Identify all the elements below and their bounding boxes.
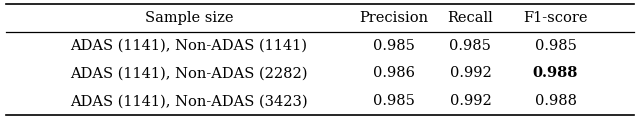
Text: Precision: Precision xyxy=(359,11,428,25)
Text: 0.986: 0.986 xyxy=(372,67,415,80)
Text: 0.985: 0.985 xyxy=(534,39,577,52)
Text: Sample size: Sample size xyxy=(145,11,233,25)
Text: ADAS (1141), Non-ADAS (3423): ADAS (1141), Non-ADAS (3423) xyxy=(70,94,308,108)
Text: ADAS (1141), Non-ADAS (1141): ADAS (1141), Non-ADAS (1141) xyxy=(70,39,307,52)
Text: Recall: Recall xyxy=(447,11,493,25)
Text: 0.985: 0.985 xyxy=(372,94,415,108)
Text: 0.985: 0.985 xyxy=(449,39,492,52)
Text: 0.992: 0.992 xyxy=(449,67,492,80)
Text: 0.992: 0.992 xyxy=(449,94,492,108)
Text: 0.988: 0.988 xyxy=(534,94,577,108)
Text: ADAS (1141), Non-ADAS (2282): ADAS (1141), Non-ADAS (2282) xyxy=(70,67,308,80)
Text: 0.988: 0.988 xyxy=(533,67,578,80)
Text: F1-score: F1-score xyxy=(524,11,588,25)
Text: 0.985: 0.985 xyxy=(372,39,415,52)
